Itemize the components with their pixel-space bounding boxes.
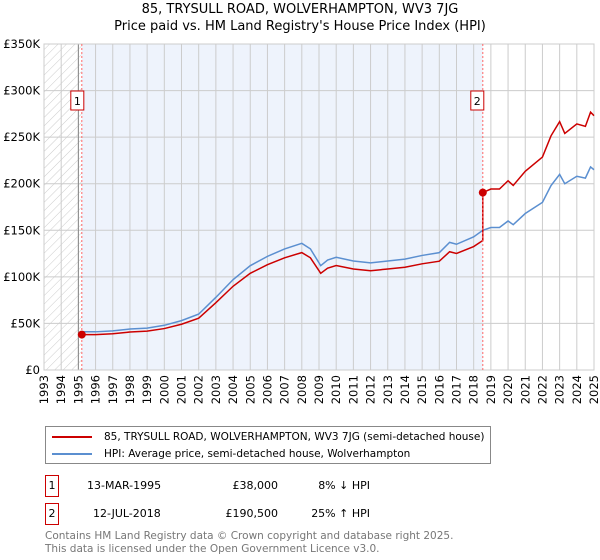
x-tick-label: 1994 [54,375,68,404]
x-tick-label: 2001 [175,375,189,404]
sale-label: 2 [474,95,481,108]
legend-swatch-hpi [52,453,92,455]
legend-label-hpi: HPI: Average price, semi-detached house,… [104,448,411,460]
x-tick-label: 2010 [329,375,343,404]
sale-point [478,188,487,197]
sale-label: 1 [74,95,81,108]
sale-label-box [470,90,485,111]
footer-line-2: This data is licensed under the Open Gov… [45,543,380,555]
x-tick-label: 1993 [37,375,51,404]
x-tick-label: 1999 [140,375,154,404]
legend-swatch-property [52,436,92,438]
sale-price: £190,500 [225,507,279,520]
x-tick-label: 2003 [209,375,223,404]
sale-hpi-relation: 8% ↓ HPI [318,479,370,492]
x-tick-label: 2024 [570,375,584,404]
x-tick-label: 2004 [226,375,240,404]
x-tick-label: 1996 [89,375,103,404]
x-tick-label: 2025 [587,375,600,404]
legend-label-property: 85, TRYSULL ROAD, WOLVERHAMPTON, WV3 7JG… [104,431,485,443]
sale-point [77,330,86,339]
x-tick-label: 2006 [260,375,274,404]
x-tick-label: 2013 [381,375,395,404]
y-tick-label: £300K [3,84,40,98]
x-tick-label: 2018 [467,375,481,404]
x-tick-label: 2000 [157,375,171,404]
chart-subtitle: Price paid vs. HM Land Registry's House … [114,19,486,34]
x-tick-label: 2008 [295,375,309,404]
hpi-line [81,165,595,333]
x-tick-label: 2002 [192,375,206,404]
sale-date: 13-MAR-1995 [87,479,162,492]
y-tick-label: £350K [3,37,40,51]
sale-badge: 2 [45,503,59,525]
x-tick-label: 2005 [243,375,257,404]
x-tick-label: 2014 [398,375,412,404]
sale-badge: 1 [45,475,59,497]
plot-border [43,43,595,371]
sale-hpi-relation: 25% ↑ HPI [311,507,370,520]
legend: 85, TRYSULL ROAD, WOLVERHAMPTON, WV3 7JG… [45,426,491,464]
footer-line-1: Contains HM Land Registry data © Crown c… [45,530,454,542]
x-tick-label: 2009 [312,375,326,404]
x-tick-label: 1998 [123,375,137,404]
ownership-shading [81,44,483,370]
y-tick-label: £150K [3,223,40,237]
x-tick-label: 1997 [106,375,120,404]
sale-date: 12-JUL-2018 [93,507,161,520]
x-tick-label: 2022 [535,375,549,404]
x-tick-label: 2012 [364,375,378,404]
x-tick-label: 2015 [415,375,429,404]
y-tick-label: £50K [11,316,41,330]
x-tick-label: 2021 [518,375,532,404]
x-tick-label: 2011 [346,375,360,404]
footer: Contains HM Land Registry data © Crown c… [45,530,453,556]
y-tick-label: £0 [25,363,40,377]
x-tick-label: 2020 [501,375,515,404]
x-tick-label: 1995 [71,375,85,404]
x-tick-label: 2019 [484,375,498,404]
y-tick-label: £100K [3,270,40,284]
x-tick-label: 2017 [450,375,464,404]
sale-label-box [70,90,85,111]
y-tick-label: £250K [3,130,40,144]
chart-title: 85, TRYSULL ROAD, WOLVERHAMPTON, WV3 7JG [141,2,459,17]
x-tick-label: 2007 [278,375,292,404]
property-line [81,110,595,336]
sale-price: £38,000 [232,479,279,492]
y-tick-label: £200K [3,177,40,191]
plot-area: 1 2 £0 £50K £100K £150K £200K £250K £300K £350K 19… [3,37,600,404]
x-tick-label: 2016 [432,375,446,404]
x-tick-label: 2023 [553,375,567,404]
